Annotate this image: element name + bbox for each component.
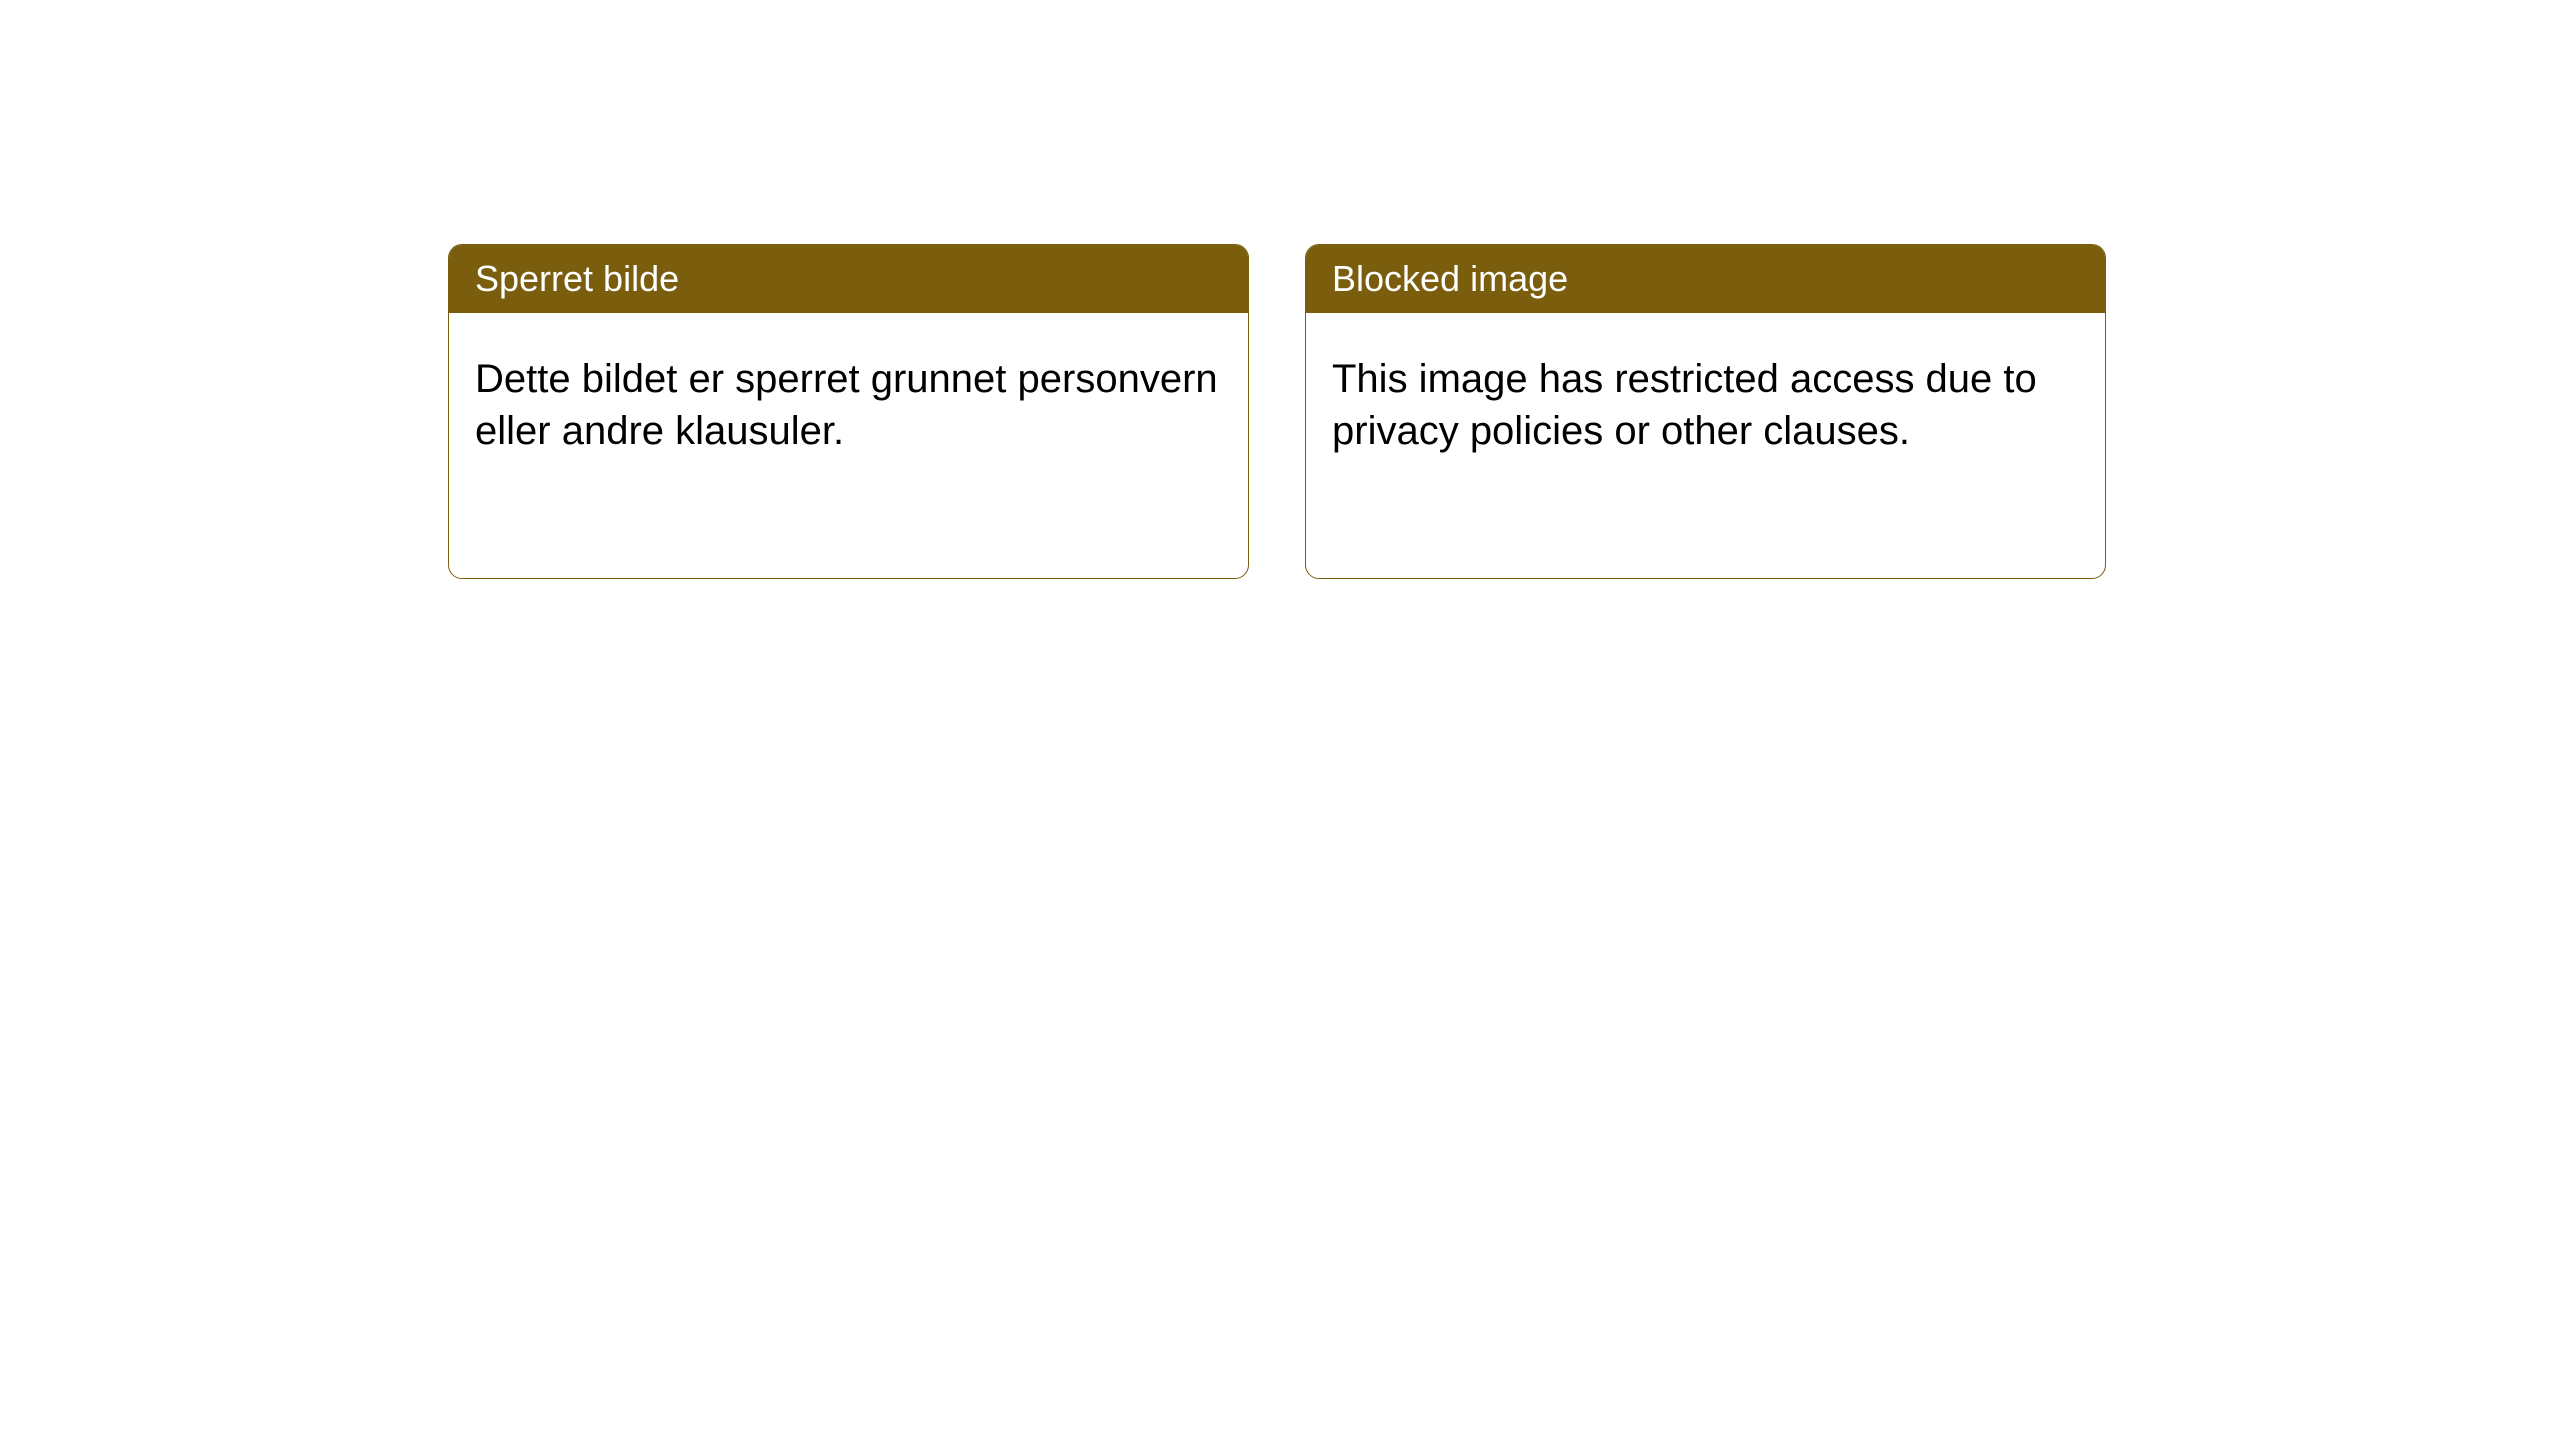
card-header: Blocked image [1306, 245, 2105, 313]
notice-card-english: Blocked image This image has restricted … [1305, 244, 2106, 579]
card-title: Blocked image [1332, 258, 1568, 299]
card-body-text: Dette bildet er sperret grunnet personve… [475, 357, 1218, 453]
notice-card-norwegian: Sperret bilde Dette bildet er sperret gr… [448, 244, 1249, 579]
card-body-text: This image has restricted access due to … [1332, 357, 2037, 453]
card-title: Sperret bilde [475, 258, 679, 299]
notice-cards-container: Sperret bilde Dette bildet er sperret gr… [448, 244, 2106, 579]
card-body: This image has restricted access due to … [1306, 313, 2105, 483]
card-body: Dette bildet er sperret grunnet personve… [449, 313, 1248, 483]
card-header: Sperret bilde [449, 245, 1248, 313]
